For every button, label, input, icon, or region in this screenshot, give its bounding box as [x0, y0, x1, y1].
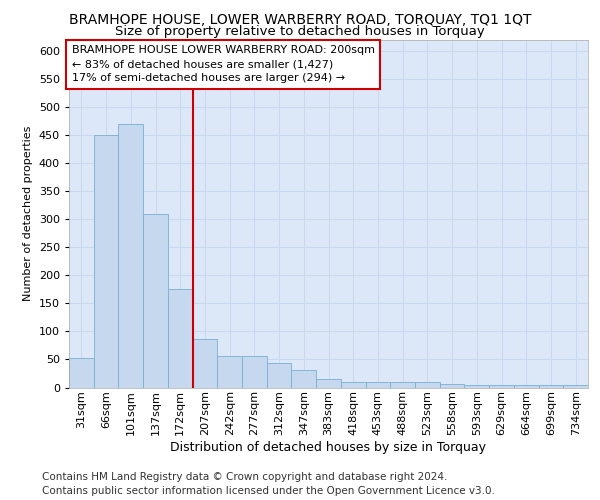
Bar: [143, 214, 168, 388]
Text: Size of property relative to detached houses in Torquay: Size of property relative to detached ho…: [115, 25, 485, 38]
Text: Contains HM Land Registry data © Crown copyright and database right 2024.: Contains HM Land Registry data © Crown c…: [42, 472, 448, 482]
Bar: [193, 338, 217, 388]
Bar: [514, 386, 539, 388]
Bar: [440, 384, 464, 388]
Text: BRAMHOPE HOUSE LOWER WARBERRY ROAD: 200sqm
← 83% of detached houses are smaller : BRAMHOPE HOUSE LOWER WARBERRY ROAD: 200s…: [71, 45, 374, 83]
Bar: [464, 386, 489, 388]
Bar: [94, 136, 118, 388]
Text: BRAMHOPE HOUSE, LOWER WARBERRY ROAD, TORQUAY, TQ1 1QT: BRAMHOPE HOUSE, LOWER WARBERRY ROAD, TOR…: [69, 12, 531, 26]
Bar: [217, 356, 242, 388]
Bar: [489, 386, 514, 388]
Bar: [292, 370, 316, 388]
Bar: [415, 382, 440, 388]
Text: Contains public sector information licensed under the Open Government Licence v3: Contains public sector information licen…: [42, 486, 495, 496]
Bar: [69, 358, 94, 388]
Bar: [365, 382, 390, 388]
Bar: [539, 386, 563, 388]
X-axis label: Distribution of detached houses by size in Torquay: Distribution of detached houses by size …: [170, 441, 487, 454]
Bar: [242, 356, 267, 388]
Bar: [168, 290, 193, 388]
Bar: [316, 379, 341, 388]
Bar: [267, 364, 292, 388]
Bar: [341, 382, 365, 388]
Bar: [118, 124, 143, 388]
Bar: [390, 382, 415, 388]
Bar: [563, 384, 588, 388]
Y-axis label: Number of detached properties: Number of detached properties: [23, 126, 33, 302]
